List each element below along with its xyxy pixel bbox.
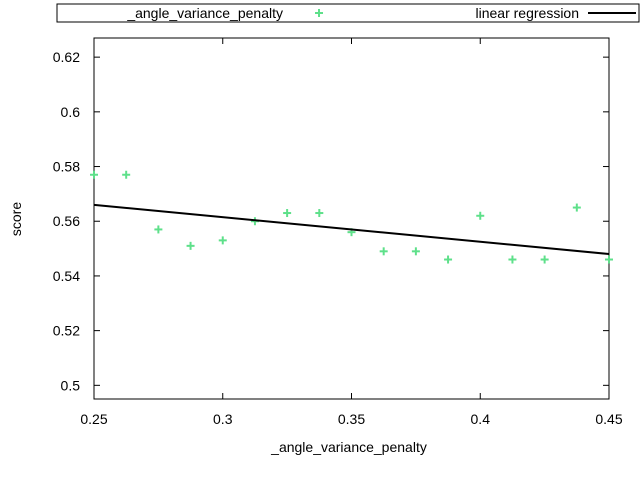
data-point <box>540 255 549 264</box>
data-point <box>444 255 453 264</box>
x-tick-label: 0.35 <box>338 411 365 427</box>
data-point <box>508 255 517 264</box>
x-tick-label: 0.4 <box>471 411 491 427</box>
y-axis: 0.5 0.52 0.54 0.56 0.58 0.6 0.62 <box>53 49 609 393</box>
y-tick-label: 0.5 <box>61 377 81 393</box>
data-point <box>186 241 195 250</box>
data-point <box>90 170 98 179</box>
legend-plus-marker <box>315 9 323 17</box>
x-axis: 0.25 0.3 0.35 0.4 0.45 <box>80 38 623 427</box>
y-tick-label: 0.52 <box>53 323 80 339</box>
y-tick-label: 0.6 <box>61 104 81 120</box>
data-point <box>283 209 292 218</box>
plot-frame <box>93 37 610 400</box>
data-point <box>476 211 485 220</box>
x-tick-label: 0.3 <box>213 411 233 427</box>
x-tick-label: 0.25 <box>80 411 107 427</box>
legend-marker-plus <box>315 9 323 17</box>
y-axis-label: score <box>8 202 24 236</box>
y-tick-label: 0.62 <box>53 49 80 65</box>
data-point <box>411 247 420 256</box>
data-point <box>154 225 163 234</box>
legend-box <box>56 3 640 23</box>
data-point <box>122 170 131 179</box>
regression-line <box>93 203 610 256</box>
legend-label-line: linear regression <box>476 5 580 21</box>
regression-line-group <box>93 203 610 256</box>
data-point <box>572 203 581 212</box>
data-point <box>605 255 613 264</box>
data-point <box>315 209 324 218</box>
x-axis-label: _angle_variance_penalty <box>270 439 427 455</box>
data-point <box>218 236 227 245</box>
legend-label-points: _angle_variance_penalty <box>126 5 283 21</box>
x-tick-label: 0.45 <box>595 411 622 427</box>
y-tick-label: 0.54 <box>53 268 80 284</box>
y-tick-label: 0.58 <box>53 159 80 175</box>
y-tick-label: 0.56 <box>53 213 80 229</box>
scatter-points <box>90 170 613 264</box>
legend: _angle_variance_penalty linear regressio… <box>56 3 640 23</box>
data-point <box>379 247 388 256</box>
